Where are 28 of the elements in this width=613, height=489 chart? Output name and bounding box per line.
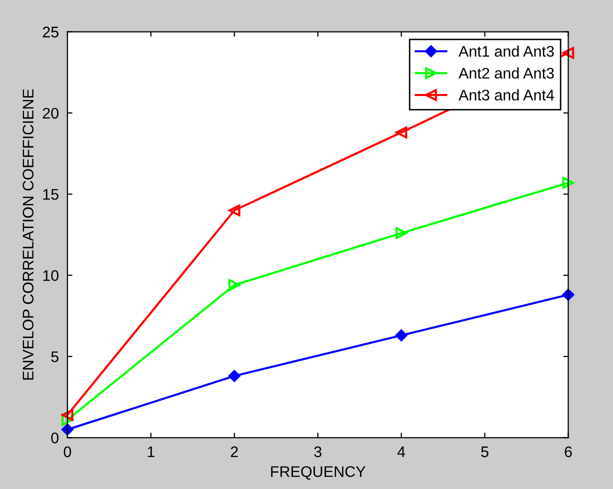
y-tick-label: 15 <box>43 189 58 200</box>
point <box>395 329 408 342</box>
x-tick-label: 5 <box>481 446 488 458</box>
y-tick-label: 20 <box>42 108 58 119</box>
point <box>62 414 74 426</box>
y-axis-title: ENVELOP CORRELATION COEFFICIENE <box>22 89 34 380</box>
y-tick-label: 10 <box>43 270 58 281</box>
point <box>228 204 240 216</box>
legend-label: Ant3 and Ant4 <box>458 89 554 101</box>
y-tick-label: 25 <box>42 26 58 38</box>
point <box>562 46 574 59</box>
point <box>395 227 408 239</box>
x-tick-label: 0 <box>64 446 72 458</box>
x-tick-label: 1 <box>148 446 154 458</box>
point <box>562 176 574 189</box>
x-axis-title: FREQUENCY <box>271 466 366 480</box>
x-tick-label: 6 <box>564 446 572 458</box>
point <box>62 409 74 421</box>
point <box>395 126 408 138</box>
point <box>228 370 240 382</box>
legend-label: Ant2 and Ant3 <box>458 67 554 79</box>
legend-label: Ant1 and Ant3 <box>458 46 554 57</box>
y-tick-label: 0 <box>51 432 58 444</box>
point <box>228 279 240 291</box>
x-tick-label: 4 <box>397 446 406 458</box>
y-tick-label: 5 <box>51 352 58 362</box>
x-tick-label: 3 <box>314 446 322 458</box>
x-tick-label: 2 <box>230 446 238 458</box>
